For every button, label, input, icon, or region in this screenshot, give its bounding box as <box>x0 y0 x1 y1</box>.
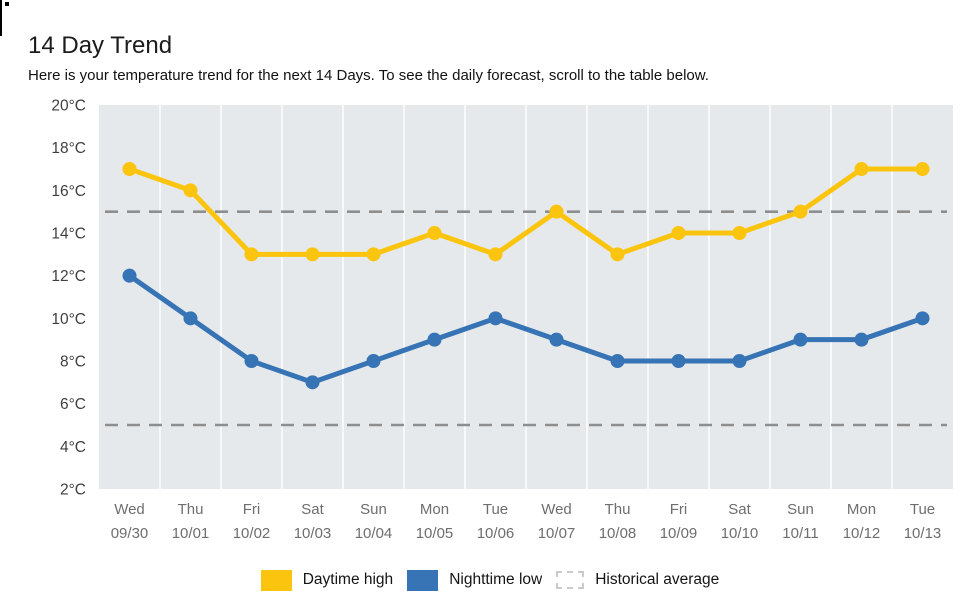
x-axis-day-label: Wed <box>114 501 145 518</box>
nighttime-low-point <box>610 354 625 368</box>
y-axis-tick-label: 16°C <box>51 183 86 200</box>
daytime-high-point <box>305 247 320 262</box>
x-axis-date-label: 10/07 <box>538 525 576 542</box>
daytime-high-point <box>183 183 198 198</box>
y-axis-tick-label: 12°C <box>51 268 86 285</box>
daytime-high-series <box>122 162 930 262</box>
daytime-high-point <box>427 226 442 240</box>
historical-average-swatch-icon <box>556 571 585 589</box>
nighttime-low-point <box>671 354 686 368</box>
daytime-high-point <box>793 204 808 219</box>
y-axis-tick-label: 2°C <box>60 482 86 499</box>
nighttime-low-point <box>854 332 869 347</box>
x-axis-date-label: 09/30 <box>111 525 149 542</box>
daytime-high-point <box>915 162 930 176</box>
nighttime-low-point <box>793 332 808 347</box>
page-subtitle: Here is your temperature trend for the n… <box>28 67 709 84</box>
temperature-trend-chart: 20°C 18°C 16°C 14°C 12°C 10°C 8°C 6°C 4°C 2°C Wed 0… <box>51 98 953 542</box>
x-axis-date-label: 10/13 <box>904 525 942 542</box>
nighttime-low-swatch-icon <box>407 569 439 591</box>
x-axis-day-label: Fri <box>243 501 261 518</box>
y-axis-tick-label: 4°C <box>60 439 86 456</box>
daytime-high-point <box>854 162 869 176</box>
nighttime-low-point <box>366 354 381 368</box>
nighttime-low-point <box>549 332 564 347</box>
y-axis-tick-label: 18°C <box>51 140 86 157</box>
x-axis-date-label: 10/03 <box>294 525 332 542</box>
daytime-high-point <box>549 204 564 219</box>
x-axis-date-label: 10/09 <box>660 525 698 542</box>
x-axis: Wed 09/30 Thu 10/01 Fri 10/02 Sat 10/03 Sun 10/04… <box>111 501 942 542</box>
x-axis-day-label: Thu <box>605 501 631 518</box>
nighttime-low-point <box>305 375 320 390</box>
x-axis-day-label: Mon <box>420 501 449 518</box>
chart-legend: Daytime high Nighttime low Historical av… <box>0 565 980 595</box>
screen-corner-dot-artifact <box>5 2 9 6</box>
y-axis-tick-label: 6°C <box>60 396 86 413</box>
daytime-high-point <box>244 247 259 262</box>
legend-item-nighttime-low: Nighttime low <box>407 569 543 591</box>
x-axis-day-label: Tue <box>483 501 508 518</box>
x-axis-day-label: Thu <box>178 501 204 518</box>
legend-label-historical-average: Historical average <box>595 571 720 588</box>
x-axis-day-label: Mon <box>847 501 876 518</box>
nighttime-low-point <box>244 354 259 368</box>
y-axis-tick-label: 10°C <box>51 311 86 328</box>
y-axis: 20°C 18°C 16°C 14°C 12°C 10°C 8°C 6°C 4°C 2°C <box>51 98 86 499</box>
nighttime-low-point <box>427 332 442 347</box>
y-axis-tick-label: 8°C <box>60 354 86 371</box>
x-axis-day-label: Sun <box>787 501 814 518</box>
x-axis-day-label: Sun <box>360 501 387 518</box>
x-axis-day-label: Fri <box>670 501 688 518</box>
x-axis-date-label: 10/12 <box>843 525 881 542</box>
nighttime-low-point <box>122 268 137 283</box>
daytime-high-point <box>732 226 747 240</box>
daytime-high-line <box>127 166 925 257</box>
legend-item-daytime-high: Daytime high <box>260 569 394 591</box>
nighttime-low-point <box>183 311 198 326</box>
x-axis-date-label: 10/11 <box>782 525 818 542</box>
nighttime-low-line <box>127 273 925 385</box>
x-axis-day-label: Wed <box>541 501 572 518</box>
daytime-high-point <box>122 162 137 176</box>
x-axis-day-label: Sat <box>728 501 751 518</box>
daytime-high-swatch-icon <box>260 569 292 591</box>
x-axis-day-label: Sat <box>301 501 324 518</box>
x-axis-date-label: 10/05 <box>416 525 454 542</box>
legend-label-daytime-high: Daytime high <box>302 571 394 588</box>
x-axis-date-label: 10/04 <box>355 525 393 542</box>
daytime-high-point <box>366 247 381 262</box>
nighttime-low-point <box>732 354 747 368</box>
legend-label-nighttime-low: Nighttime low <box>449 571 543 588</box>
daytime-high-point <box>671 226 686 240</box>
historical-average-lines <box>105 210 947 427</box>
daytime-high-point <box>610 247 625 262</box>
x-axis-date-label: 10/10 <box>721 525 759 542</box>
x-axis-date-label: 10/02 <box>233 525 271 542</box>
x-axis-date-label: 10/06 <box>477 525 515 542</box>
y-axis-tick-label: 20°C <box>51 98 86 115</box>
x-axis-day-label: Tue <box>910 501 935 518</box>
daytime-high-point <box>488 247 503 262</box>
x-axis-date-label: 10/08 <box>599 525 637 542</box>
nighttime-low-point <box>488 311 503 326</box>
page-title: 14 Day Trend <box>28 32 173 60</box>
screen-edge-artifact <box>0 0 2 36</box>
y-axis-tick-label: 14°C <box>51 226 86 243</box>
x-axis-date-label: 10/01 <box>172 525 210 542</box>
legend-item-historical-average: Historical average <box>556 571 719 589</box>
nighttime-low-point <box>915 311 930 326</box>
nighttime-low-series <box>122 268 930 390</box>
